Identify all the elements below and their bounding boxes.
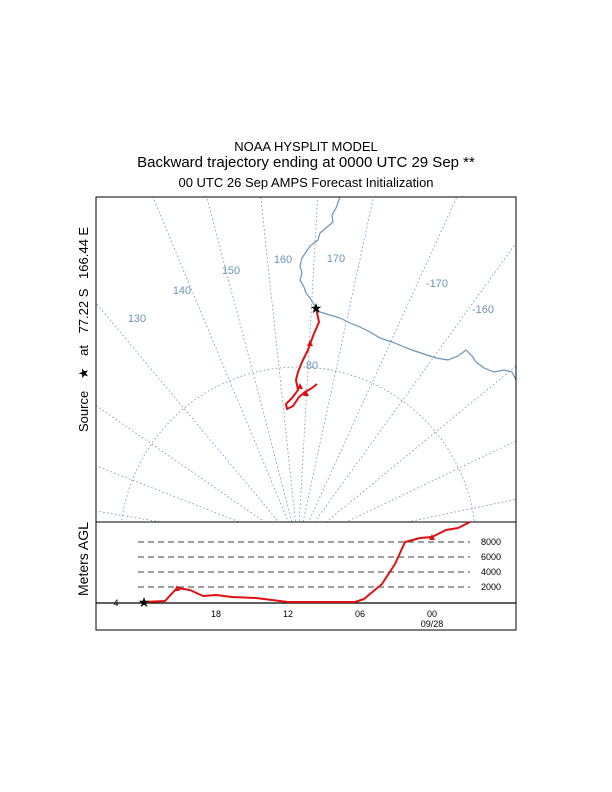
- left-mark: 4: [113, 598, 118, 608]
- source-word: Source: [76, 391, 91, 432]
- coastline: [299, 197, 516, 381]
- meridian-line: [298, 197, 319, 522]
- height-ylabel: Meters AGL: [75, 522, 91, 596]
- meridian-line: [206, 197, 293, 522]
- meridian-line: [314, 242, 516, 522]
- svg-text:Source ★ at: Source ★ at 77.22 S 166.44 E: [76, 227, 92, 432]
- height-label: 2000: [481, 582, 501, 592]
- meridian-line: [152, 197, 289, 522]
- trajectory-marker: [174, 585, 180, 591]
- longitude-label: -160: [472, 304, 494, 316]
- time-label: 00: [427, 609, 437, 619]
- source-at: at: [76, 345, 91, 356]
- trajectory-path: [285, 307, 320, 410]
- trajectory-marker: [307, 340, 313, 346]
- height-trajectory: [143, 521, 471, 603]
- time-label: 06: [355, 609, 365, 619]
- latitude-label: 80: [306, 360, 318, 372]
- meridian-line: [345, 440, 516, 522]
- source-star-icon: ★: [310, 301, 323, 317]
- map-graticule: [96, 197, 516, 522]
- longitude-label: 150: [222, 265, 240, 277]
- source-lat: 77.22 S: [76, 288, 91, 333]
- meridian-line: [325, 365, 516, 522]
- meridian-line: [96, 405, 266, 522]
- title-model: NOAA HYSPLIT MODEL: [234, 139, 378, 154]
- trajectory-marker: [429, 534, 435, 540]
- height-label: 8000: [481, 537, 501, 547]
- trajectory-marker: [303, 390, 309, 396]
- height-label: 6000: [481, 552, 501, 562]
- source-lon: 166.44 E: [76, 227, 91, 279]
- title-initialization: 00 UTC 26 Sep AMPS Forecast Initializati…: [178, 175, 434, 190]
- title-trajectory: Backward trajectory ending at 0000 UTC 2…: [137, 154, 475, 171]
- longitude-label: 130: [128, 313, 146, 325]
- time-label: 18: [211, 609, 221, 619]
- latitude-circle: [121, 366, 475, 522]
- source-label: Source ★ at 77.22 S 166.44 E: [76, 227, 92, 432]
- date-label: 09/28: [421, 619, 444, 629]
- longitude-label: 170: [327, 253, 345, 265]
- meridian-line: [302, 197, 374, 522]
- source-star-icon: ★: [77, 368, 92, 380]
- source-star-icon: ★: [138, 595, 151, 611]
- trajectory-marker: [297, 383, 303, 389]
- longitude-label: -170: [426, 278, 448, 290]
- time-label: 12: [283, 609, 293, 619]
- height-label: 4000: [481, 567, 501, 577]
- meridian-line: [308, 197, 458, 522]
- longitude-label: 140: [173, 285, 191, 297]
- height-panel-frame: [95, 521, 517, 631]
- meridian-line: [96, 465, 241, 522]
- meridian-line: [96, 302, 280, 522]
- longitude-label: 160: [274, 254, 292, 266]
- meridian-line: [260, 197, 296, 522]
